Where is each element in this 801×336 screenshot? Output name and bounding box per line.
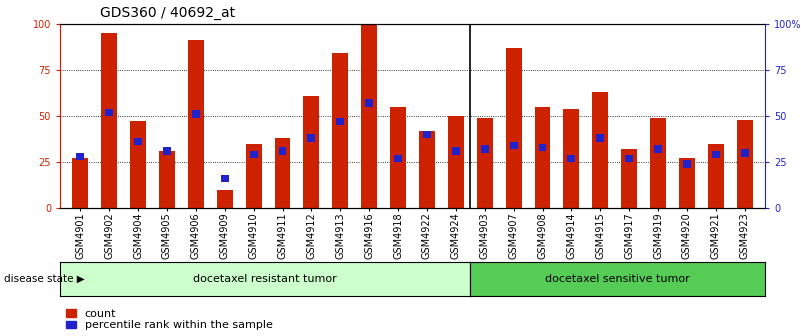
Bar: [390, 107, 406, 208]
Bar: [708, 144, 724, 208]
Bar: [279, 147, 287, 155]
Bar: [712, 151, 720, 158]
Bar: [534, 107, 550, 208]
Bar: [365, 99, 373, 107]
Bar: [563, 109, 579, 208]
Bar: [105, 109, 113, 116]
Bar: [538, 144, 546, 151]
Bar: [217, 190, 232, 208]
Bar: [308, 134, 316, 142]
Bar: [246, 144, 262, 208]
Bar: [134, 138, 142, 145]
Bar: [509, 142, 517, 149]
Text: docetaxel sensitive tumor: docetaxel sensitive tumor: [545, 274, 690, 284]
Bar: [622, 149, 637, 208]
Bar: [567, 155, 575, 162]
Bar: [192, 110, 199, 118]
Bar: [654, 145, 662, 153]
Bar: [361, 24, 377, 208]
Legend: count, percentile rank within the sample: count, percentile rank within the sample: [66, 309, 272, 330]
Bar: [626, 155, 633, 162]
Bar: [188, 40, 203, 208]
Bar: [452, 147, 460, 155]
Bar: [76, 153, 84, 160]
Bar: [737, 120, 753, 208]
Bar: [505, 47, 521, 208]
Bar: [159, 151, 175, 208]
Bar: [593, 92, 608, 208]
Bar: [394, 155, 402, 162]
Text: docetaxel resistant tumor: docetaxel resistant tumor: [193, 274, 337, 284]
Bar: [221, 175, 229, 182]
Bar: [130, 122, 146, 208]
Bar: [650, 118, 666, 208]
Bar: [423, 131, 431, 138]
Bar: [477, 118, 493, 208]
Bar: [336, 118, 344, 125]
Bar: [448, 116, 464, 208]
Bar: [683, 160, 691, 168]
Text: GDS360 / 40692_at: GDS360 / 40692_at: [100, 6, 235, 20]
Text: disease state ▶: disease state ▶: [4, 274, 85, 284]
Bar: [72, 158, 88, 208]
Bar: [101, 33, 117, 208]
Bar: [163, 147, 171, 155]
Bar: [304, 95, 320, 208]
Bar: [679, 158, 695, 208]
Bar: [596, 134, 604, 142]
Bar: [741, 149, 749, 157]
Bar: [275, 138, 291, 208]
Bar: [419, 131, 435, 208]
Bar: [481, 145, 489, 153]
Bar: [250, 151, 258, 158]
Bar: [332, 53, 348, 208]
